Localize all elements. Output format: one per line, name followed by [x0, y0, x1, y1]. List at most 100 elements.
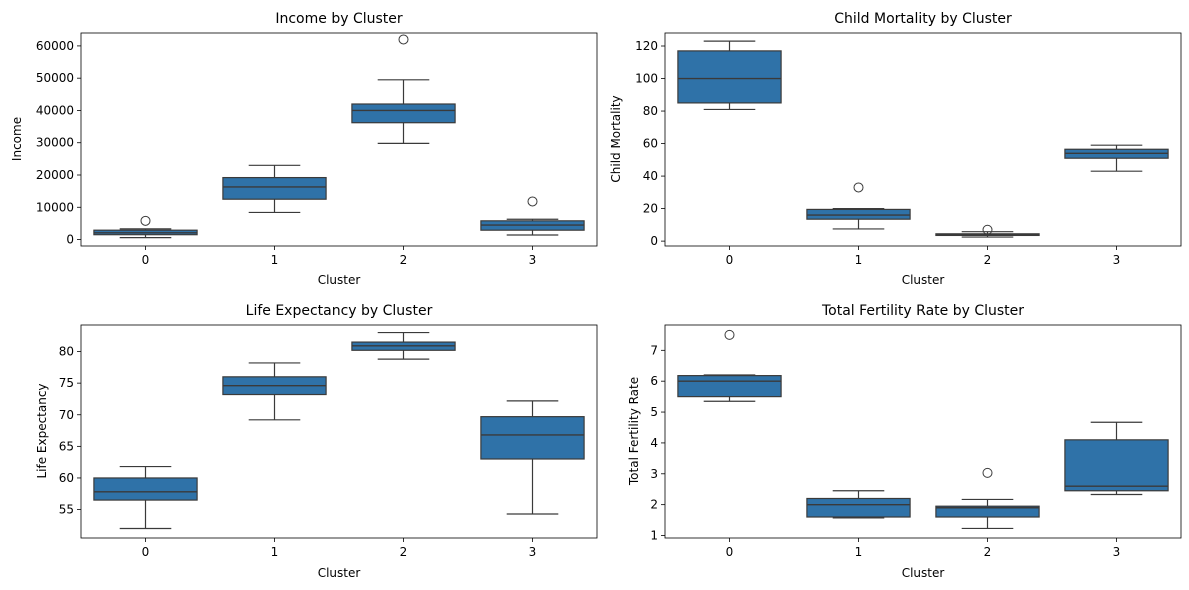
life-expectancy-chart-title: Life Expectancy by Cluster: [246, 303, 433, 319]
y-tick-label: 20000: [36, 168, 74, 182]
axes-frame: [664, 324, 1182, 539]
box-cluster-3: [1064, 144, 1169, 172]
x-tick-label: 0: [142, 545, 150, 559]
y-tick-label: 30000: [36, 136, 74, 150]
y-tick-label: 75: [59, 376, 74, 390]
fertility-rate-chart-xlabel: Cluster: [902, 566, 945, 580]
child-mortality-plot-area: [661, 32, 1182, 250]
x-tick-label: 0: [142, 253, 150, 267]
fertility-rate-plot-area: [661, 324, 1182, 542]
box-cluster-2: [935, 467, 1040, 530]
box-cluster-0: [677, 40, 782, 111]
y-tick-label: 4: [650, 436, 658, 450]
outlier-point: [982, 467, 993, 478]
box-cluster-0: [93, 215, 198, 239]
income-chart: Income by Cluster Cluster Income 0 10000 2…: [10, 11, 536, 287]
axes-frame: [80, 324, 598, 539]
y-tick-label: 0: [650, 234, 658, 248]
iqr-box: [935, 505, 1040, 518]
y-tick-label: 80: [643, 104, 658, 118]
outlier-point: [982, 224, 993, 235]
child-mortality-chart-title: Child Mortality by Cluster: [834, 11, 1012, 27]
axes-frame: [80, 32, 598, 247]
box-cluster-1: [222, 362, 327, 421]
outlier-point: [527, 196, 538, 207]
x-tick-label: 2: [400, 545, 408, 559]
outlier-point: [853, 182, 864, 193]
y-tick-label: 70: [59, 408, 74, 422]
income-chart-xlabel: Cluster: [318, 273, 361, 287]
iqr-box: [93, 477, 198, 501]
life-expectancy-chart: Life Expectancy by Cluster Cluster Life …: [35, 303, 536, 580]
income-chart-title: Income by Cluster: [275, 11, 403, 27]
x-tick-label: 0: [726, 253, 734, 267]
life-expectancy-chart-xlabel: Cluster: [318, 566, 361, 580]
y-tick-label: 40000: [36, 103, 74, 117]
life-expectancy-chart-ylabel: Life Expectancy: [35, 383, 49, 478]
iqr-box: [806, 497, 911, 518]
fertility-rate-chart: Total Fertility Rate by Cluster Cluster …: [627, 303, 1120, 580]
y-tick-label: 60000: [36, 39, 74, 53]
iqr-box: [480, 416, 585, 460]
iqr-box: [351, 103, 456, 124]
y-tick-label: 2: [650, 498, 658, 512]
outlier-point: [724, 329, 735, 340]
y-tick-label: 50000: [36, 71, 74, 85]
child-mortality-chart: Child Mortality by Cluster Cluster Child…: [609, 11, 1120, 287]
x-tick-label: 2: [984, 545, 992, 559]
box-cluster-0: [93, 465, 198, 530]
y-tick-label: 60: [59, 471, 74, 485]
y-tick-label: 55: [59, 503, 74, 517]
box-cluster-1: [222, 164, 327, 214]
y-tick-label: 65: [59, 439, 74, 453]
y-tick-label: 100: [635, 72, 658, 86]
y-tick-label: 6: [650, 374, 658, 388]
fertility-rate-chart-title: Total Fertility Rate by Cluster: [821, 303, 1024, 319]
box-cluster-1: [806, 182, 911, 230]
axes-frame: [664, 32, 1182, 247]
y-tick-label: 120: [635, 39, 658, 53]
x-tick-label: 1: [271, 545, 279, 559]
child-mortality-chart-xlabel: Cluster: [902, 273, 945, 287]
outlier-point: [140, 215, 151, 226]
child-mortality-chart-ylabel: Child Mortality: [609, 95, 623, 182]
box-cluster-0: [677, 329, 782, 402]
y-tick-label: 80: [59, 345, 74, 359]
y-tick-label: 7: [650, 343, 658, 357]
box-cluster-3: [1064, 421, 1169, 496]
y-tick-label: 60: [643, 137, 658, 151]
x-tick-label: 1: [855, 253, 863, 267]
x-tick-label: 3: [1113, 545, 1121, 559]
x-tick-label: 3: [529, 545, 537, 559]
outlier-point: [398, 34, 409, 45]
fertility-rate-chart-ylabel: Total Fertility Rate: [627, 377, 641, 486]
iqr-box: [222, 176, 327, 200]
income-plot-area: [77, 32, 598, 250]
y-tick-label: 10000: [36, 200, 74, 214]
y-tick-label: 0: [66, 233, 74, 247]
box-cluster-3: [480, 400, 585, 515]
x-tick-label: 3: [529, 253, 537, 267]
x-tick-label: 2: [984, 253, 992, 267]
y-tick-label: 5: [650, 405, 658, 419]
y-tick-label: 3: [650, 467, 658, 481]
iqr-box: [806, 208, 911, 220]
box-cluster-2: [935, 224, 1040, 238]
x-tick-label: 1: [271, 253, 279, 267]
iqr-box: [1064, 439, 1169, 492]
y-tick-label: 1: [650, 529, 658, 543]
y-tick-label: 20: [643, 202, 658, 216]
income-chart-ylabel: Income: [10, 117, 24, 161]
iqr-box: [677, 50, 782, 104]
box-cluster-1: [806, 490, 911, 519]
box-cluster-2: [351, 331, 456, 360]
iqr-box: [677, 375, 782, 398]
box-cluster-3: [480, 196, 585, 236]
x-tick-label: 2: [400, 253, 408, 267]
box-cluster-2: [351, 34, 456, 144]
y-tick-label: 40: [643, 169, 658, 183]
x-tick-label: 0: [726, 545, 734, 559]
life-expectancy-plot-area: [77, 324, 598, 542]
